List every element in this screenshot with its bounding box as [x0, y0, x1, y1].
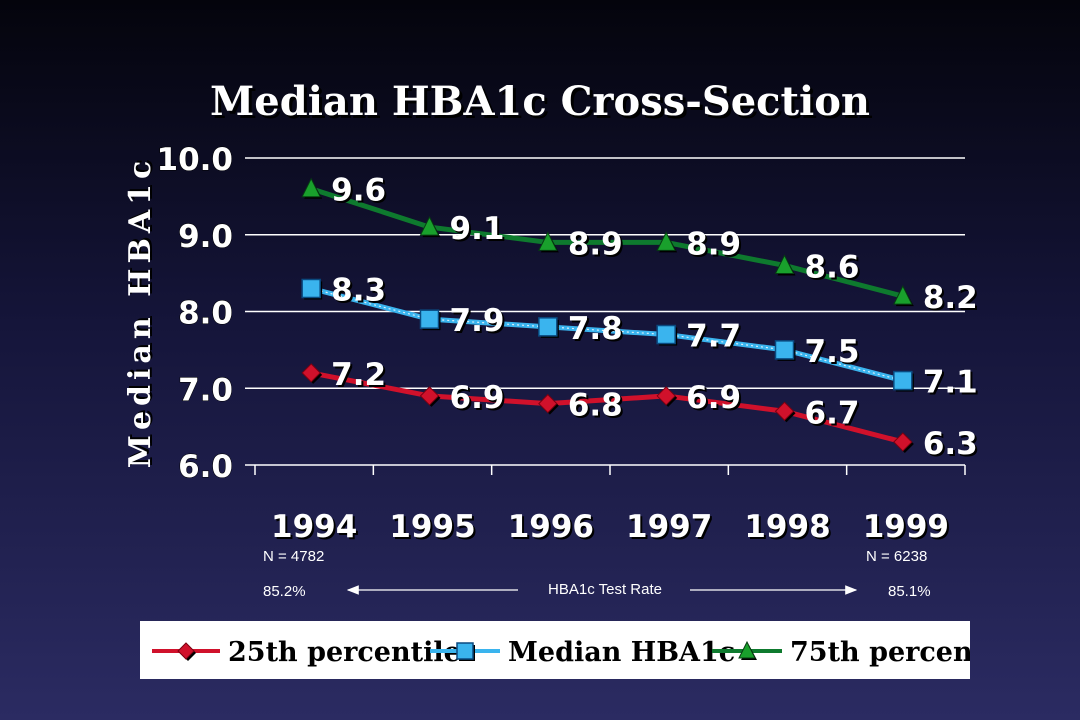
n-start-label: N = 4782 [263, 548, 324, 565]
rate-start-label: 85.2% [263, 583, 306, 600]
data-label: 9.1 [450, 211, 505, 247]
data-label: 8.3 [331, 272, 386, 308]
data-label: 6.9 [450, 380, 505, 416]
y-tick-label: 9.0 [178, 219, 233, 255]
y-tick-label: 7.0 [178, 372, 233, 408]
data-point-triangle [774, 254, 795, 274]
data-point-square [538, 317, 558, 337]
legend-label: 75th percentile [790, 637, 970, 668]
data-point-triangle [538, 231, 558, 251]
y-tick-label: 8.0 [178, 296, 233, 332]
data-label: 6.9 [686, 380, 741, 416]
data-point-triangle [656, 231, 676, 251]
legend-marker-square [456, 642, 474, 660]
data-point-diamond [301, 363, 321, 383]
y-tick-label: 10.0 [157, 142, 234, 178]
data-point-triangle [419, 215, 440, 236]
y-axis-label: Median HBA1c [123, 156, 158, 468]
data-label: 8.9 [686, 226, 741, 262]
chart-title: Median HBA1c Cross-Section [210, 78, 870, 125]
x-tick-label: 1995 [389, 509, 475, 545]
series-line-diamond [310, 370, 904, 445]
data-point-square [419, 309, 440, 329]
data-point-square [656, 324, 676, 345]
data-label: 8.6 [805, 249, 860, 285]
data-label: 7.5 [805, 334, 860, 370]
data-label: 6.7 [805, 395, 860, 431]
x-tick-label: 1996 [508, 509, 594, 545]
data-label: 8.9 [568, 226, 623, 262]
data-point-diamond [419, 386, 440, 406]
x-tick-label: 1997 [626, 509, 712, 545]
data-point-triangle [301, 177, 321, 198]
data-point-square [301, 278, 321, 299]
data-point-diamond [774, 401, 795, 421]
legend: 25th percentile Median HBA1c 75th percenti… [140, 621, 970, 679]
legend-label: Median HBA1c [508, 637, 735, 668]
data-point-diamond [538, 393, 558, 414]
data-label: 7.1 [923, 365, 978, 401]
series-line-highlight [311, 287, 903, 382]
data-point-diamond [893, 432, 913, 452]
data-label: 7.7 [686, 319, 741, 355]
data-point-diamond [656, 386, 676, 406]
data-label: 9.6 [331, 173, 386, 209]
rate-label: HBA1c Test Rate [548, 581, 662, 598]
data-label: 8.2 [923, 280, 978, 316]
data-label: 7.9 [450, 303, 505, 339]
legend-marker-triangle [738, 640, 756, 659]
x-tick-label: 1998 [744, 509, 830, 545]
rate-end-label: 85.1% [888, 583, 931, 600]
y-tick-label: 6.0 [178, 449, 233, 485]
legend-label: 25th percentile [228, 637, 461, 668]
data-label: 7.2 [331, 357, 386, 393]
x-tick-label: 1999 [863, 509, 949, 545]
legend-marker-diamond [177, 642, 195, 660]
n-end-label: N = 6238 [866, 548, 927, 565]
data-point-triangle [893, 285, 913, 305]
x-tick-label: 1994 [271, 509, 357, 545]
data-point-square [893, 370, 913, 391]
data-point-square [774, 340, 795, 360]
data-label: 6.3 [923, 426, 978, 462]
data-label: 6.8 [568, 388, 623, 424]
data-label: 7.8 [568, 311, 623, 347]
series-line-triangle [310, 186, 904, 299]
